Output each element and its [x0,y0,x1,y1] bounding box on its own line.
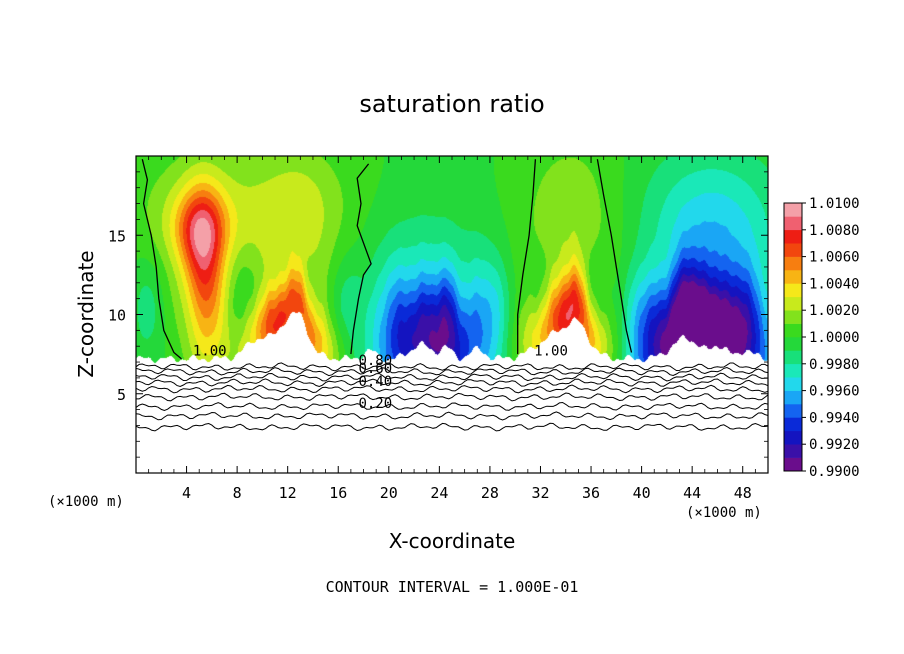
contour-line-0-9 [136,362,768,372]
contour-line-0-2 [136,411,768,421]
contour-line-1-00-segment [596,159,633,353]
y-tick-label: 15 [108,227,126,245]
contour-label: 0.40 [358,374,392,390]
x-tick-label: 4 [182,484,191,502]
contour-line-1-00-segment [517,159,537,355]
y-axis-ticks: 5 10 15 [108,171,768,458]
colorbar-segment [784,444,802,458]
colorbar-tick-label: 1.0060 [809,250,860,266]
x-tick-label: 44 [683,484,701,502]
colorbar-segment [784,337,802,351]
colorbar-segment [784,229,802,244]
contour-line-0-6 [136,378,768,388]
x-tick-label: 8 [233,484,242,502]
colorbar-tick-label: 0.9980 [809,357,860,373]
colorbar-segment [784,310,802,324]
chart-title: saturation ratio [359,90,544,118]
contour-label: 0.20 [358,396,392,412]
colorbar-tick-label: 1.0020 [809,303,860,319]
x-tick-label: 48 [734,484,752,502]
colorbar-segment [784,363,802,378]
contour-label: 1.00 [534,344,568,360]
colorbar-segment [784,216,802,231]
x-tick-label: 28 [481,484,499,502]
colorbar-segment [784,243,802,257]
y-axis-label: Z-coordinate [74,250,98,377]
contour-label: 1.00 [193,344,227,360]
contour-line-0-4 [136,392,768,402]
colorbar-segment [784,296,802,311]
contour-line-1-00-segment [350,163,372,355]
x-tick-label: 12 [279,484,297,502]
colorbar-segment [784,390,802,405]
contour-line-1-00-segment [141,159,182,360]
upper-contour-lines [141,159,633,360]
colorbar-segment [784,256,802,271]
lower-contour-lines [136,362,768,432]
saturation-field-heatmap [136,156,768,473]
x-tick-label: 16 [329,484,347,502]
x-axis-ticks: 4 8 12 16 20 24 28 32 36 40 44 48 [148,156,756,502]
x-tick-label: 36 [582,484,600,502]
contour-line-0-3 [136,401,768,412]
colorbar-segment [784,430,802,445]
colorbar: 0.9900 0.9920 0.9940 0.9960 0.9980 1.0000 1.00… [783,196,860,480]
contour-line-0-1 [136,422,768,432]
contour-line-0-8 [136,366,768,377]
colorbar-segment [784,417,802,432]
x-tick-label: 40 [633,484,651,502]
colorbar-tick-label: 0.9940 [809,410,860,426]
colorbar-segment [784,350,802,365]
contour-label: 0.80 [358,353,392,369]
colorbar-tick-label: 1.0100 [809,196,860,212]
colorbar-tick-label: 1.0000 [809,330,860,346]
colorbar-segment [784,270,802,284]
plot-area: 1.00 1.00 0.800.600.40 0.20 [136,156,768,473]
x-tick-label: 20 [380,484,398,502]
colorbar-segment [784,377,802,391]
colorbar-tick-label: 0.9920 [809,437,860,453]
x-tick-label: 32 [531,484,549,502]
y-tick-label: 10 [108,307,126,325]
colorbar-tick-label: 0.9900 [809,464,860,480]
colorbar-tick-label: 1.0040 [809,276,860,292]
colorbar-segment [784,203,802,217]
x-unit-right: (×1000 m) [686,505,762,521]
colorbar-segment [784,457,802,472]
x-unit-left: (×1000 m) [48,494,124,510]
colorbar-segment [784,323,802,338]
colorbar-tick-label: 0.9960 [809,384,860,400]
colorbar-tick-label: 1.0080 [809,223,860,239]
colorbar-segment [784,404,802,418]
x-tick-label: 24 [430,484,448,502]
contour-labels: 1.00 1.00 0.800.600.40 0.20 [193,344,568,412]
colorbar-segment [784,283,802,298]
y-tick-label: 5 [117,386,126,404]
contour-line-0-5 [136,384,768,394]
x-axis-label: X-coordinate [389,529,516,553]
contour-line-0-7 [136,372,768,382]
contour-label: 0.60 [358,361,392,377]
contour-interval-footer: CONTOUR INTERVAL = 1.000E-01 [326,578,579,596]
